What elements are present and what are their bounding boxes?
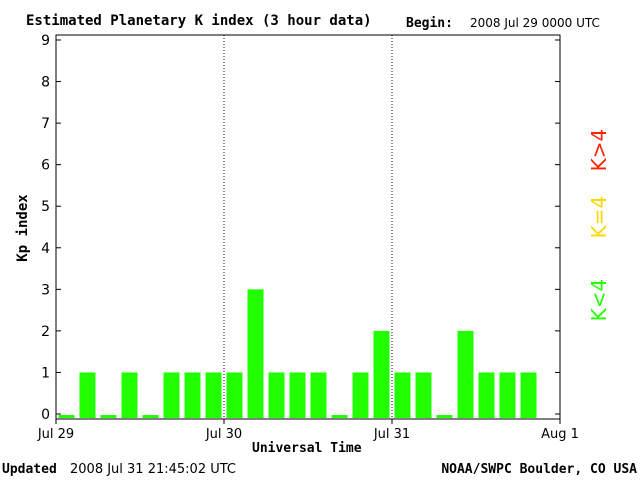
kp-bar <box>79 372 96 418</box>
x-axis-ticks: Jul 29 Jul 30 Jul 31 Aug 1 <box>37 419 579 442</box>
kp-bar <box>142 415 159 418</box>
kp-bar <box>205 372 222 418</box>
y-axis-ticks: 0 1 2 3 4 5 6 7 8 9 <box>41 33 560 423</box>
kp-bar <box>457 330 474 418</box>
kp-bar <box>331 415 348 418</box>
y-tick-label: 3 <box>41 282 50 298</box>
x-tick-label: Jul 29 <box>37 427 74 442</box>
chart-title: Estimated Planetary K index (3 hour data… <box>26 13 372 29</box>
legend-k-eq-4: K=4 <box>587 196 611 239</box>
y-tick-label: 7 <box>41 116 50 132</box>
x-tick-label: Jul 31 <box>373 427 410 442</box>
kp-bar <box>352 372 369 418</box>
kp-bar <box>373 330 390 418</box>
kp-bar <box>415 372 432 418</box>
kp-bar <box>100 415 117 418</box>
kp-bar <box>268 372 285 418</box>
y-tick-label: 1 <box>41 365 50 381</box>
y-tick-label: 4 <box>41 241 50 257</box>
kp-bar <box>226 372 243 418</box>
kp-bar <box>436 415 453 418</box>
kp-bar <box>394 372 411 418</box>
y-tick-label: 9 <box>41 33 50 49</box>
legend-k-gt-4: K>4 <box>587 129 611 172</box>
kp-bar <box>520 372 537 418</box>
updated-value: 2008 Jul 31 21:45:02 UTC <box>70 462 236 477</box>
kp-bar <box>58 415 75 418</box>
kp-bar <box>247 289 264 418</box>
x-tick-label: Aug 1 <box>541 427 579 442</box>
x-axis-label: Universal Time <box>252 441 362 456</box>
bars <box>58 289 537 418</box>
source-credit: NOAA/SWPC Boulder, CO USA <box>441 462 637 477</box>
updated-label: Updated <box>2 462 57 477</box>
kp-bar <box>310 372 327 418</box>
y-tick-label: 8 <box>41 75 50 91</box>
kp-bar <box>289 372 306 418</box>
begin-label: Begin: <box>406 16 453 31</box>
y-tick-label: 2 <box>41 324 50 340</box>
kp-bar <box>163 372 180 418</box>
kp-bar <box>121 372 138 418</box>
y-axis-label: Kp index <box>15 194 31 262</box>
kp-bar <box>478 372 495 418</box>
y-tick-label: 0 <box>41 407 50 423</box>
kp-bar <box>499 372 516 418</box>
kp-bar <box>184 372 201 418</box>
begin-value: 2008 Jul 29 0000 UTC <box>470 16 600 30</box>
day-separators <box>223 35 393 419</box>
y-tick-label: 5 <box>41 199 50 215</box>
plot-frame <box>55 34 561 420</box>
legend-k-lt-4: K<4 <box>587 279 611 322</box>
y-tick-label: 6 <box>41 158 50 174</box>
x-tick-label: Jul 30 <box>205 427 242 442</box>
